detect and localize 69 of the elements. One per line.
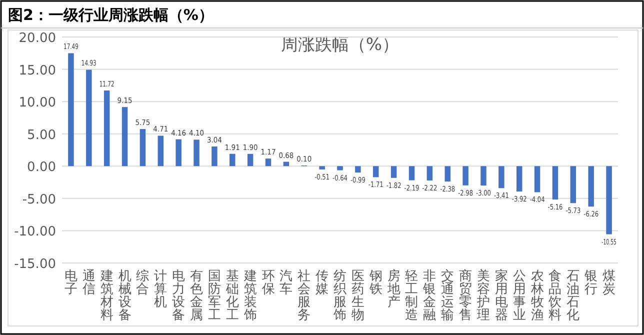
bar (68, 53, 74, 166)
x-tick-label: 综合 (136, 269, 150, 297)
bar (265, 158, 272, 166)
bar (122, 107, 128, 166)
x-tick-label: 建筑材料 (99, 269, 114, 323)
x-tick-label: 电力设备 (172, 269, 186, 323)
x-tick-label: 电子 (64, 269, 78, 297)
bar (373, 166, 379, 178)
bar (516, 166, 522, 192)
y-tick-label: -5.00 (22, 192, 56, 208)
x-tick-label: 家用电器 (494, 268, 508, 323)
bar (176, 139, 182, 166)
bar (552, 166, 558, 200)
bar (319, 166, 325, 170)
x-tick-label: 轻工制造 (405, 269, 418, 323)
bar (140, 129, 146, 166)
bar (390, 166, 397, 178)
bar (498, 166, 504, 188)
x-tick-label: 商贸零售 (459, 269, 472, 323)
bar (462, 166, 468, 186)
bar (444, 166, 450, 182)
y-tick-label: 0.00 (27, 160, 56, 176)
bar (426, 166, 433, 180)
y-tick-label: 5.00 (27, 128, 56, 143)
x-tick-label: 美容护理 (476, 268, 490, 323)
bar (86, 70, 92, 166)
x-tick-label: 国防军工 (208, 269, 221, 323)
bar (606, 166, 612, 234)
y-tick-label: 20.00 (18, 31, 56, 46)
x-tick-label: 机械设备 (118, 269, 132, 323)
x-tick-label: 建筑装饰 (242, 269, 257, 323)
x-tick-label: 医药生物 (351, 269, 364, 323)
bar (212, 146, 218, 166)
bar (534, 166, 540, 192)
x-tick-label: 食品饮料 (548, 269, 562, 323)
x-tick-label: 计算机 (154, 269, 168, 310)
x-tick-label: 钢铁 (368, 269, 382, 297)
bar (570, 166, 576, 204)
x-tick-label: 交通运输 (441, 268, 454, 323)
x-tick-label: 通信 (82, 269, 96, 297)
bar (194, 140, 200, 166)
x-tick-label: 煤炭 (602, 269, 616, 297)
x-tick-label: 农林牧渔 (530, 269, 544, 323)
x-tick-label: 银行 (584, 269, 598, 297)
x-tick-label: 汽车 (280, 269, 293, 297)
x-tick-label: 公用事业 (512, 269, 526, 323)
bar (247, 154, 254, 166)
bar (355, 166, 361, 173)
x-tick-label: 社会服务 (298, 269, 311, 323)
bar (337, 166, 343, 170)
bar (104, 90, 110, 166)
y-tick-label: 15.00 (18, 63, 56, 78)
x-tick-label: 房地产 (386, 268, 400, 310)
y-tick-label: -10.00 (14, 224, 56, 240)
bar (408, 166, 415, 180)
bar (588, 166, 594, 207)
x-tick-label: 有色金属 (190, 269, 204, 323)
bar (480, 166, 486, 186)
x-tick-label: 环保 (262, 269, 275, 297)
y-tick-label: -15.00 (14, 257, 56, 272)
x-tick-label: 非银金融 (422, 269, 436, 323)
x-tick-label: 纺织服饰 (332, 269, 346, 323)
y-tick-label: 10.00 (18, 96, 56, 111)
x-tick-label: 石油石化 (566, 269, 580, 323)
chart-title: 图2：一级行业周涨跌幅（%） (8, 6, 214, 24)
bar (230, 154, 236, 166)
bar (158, 136, 164, 166)
x-tick-label: 传媒 (316, 269, 329, 297)
x-tick-label: 基础化工 (224, 269, 239, 323)
